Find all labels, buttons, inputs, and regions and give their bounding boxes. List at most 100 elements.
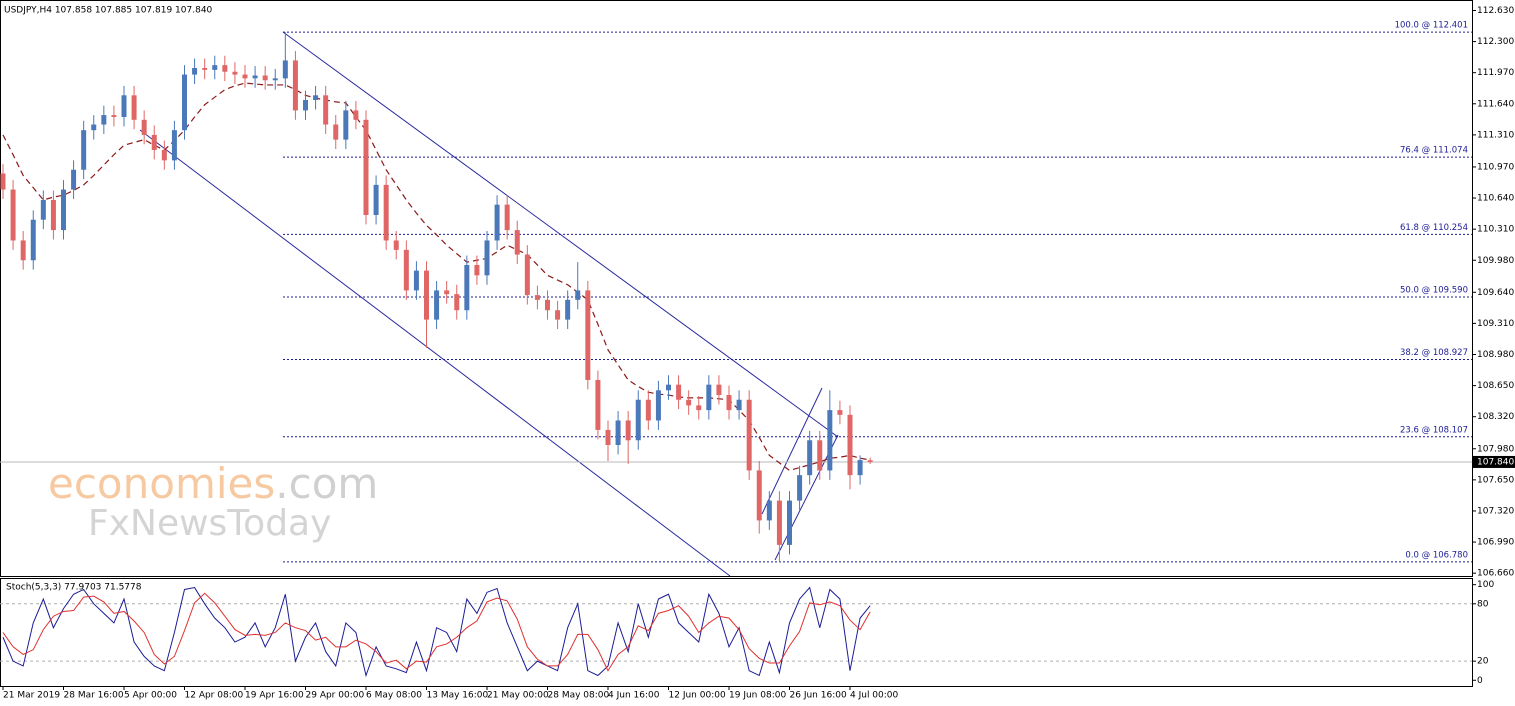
candle-body [797, 475, 803, 501]
candle-body [182, 74, 187, 131]
fib-level-label: 50.0 @ 109.590 [1400, 286, 1468, 296]
candle-body [686, 399, 692, 406]
stoch-y-tick-label: 0 [1477, 676, 1483, 686]
fib-level-label: 100.0 @ 112.401 [1395, 21, 1468, 31]
watermark-sub: FxNewsToday [88, 503, 331, 544]
candle-body [726, 395, 732, 411]
candle-body [81, 130, 87, 170]
x-tick-label: 19 Jun 08:00 [729, 691, 786, 701]
y-tick-label: 110.970 [1477, 162, 1514, 172]
candle-body [10, 189, 16, 241]
y-tick-label: 106.660 [1477, 569, 1514, 579]
y-tick-label: 108.980 [1477, 350, 1514, 360]
candle-body [736, 399, 742, 411]
candle-body [192, 67, 198, 75]
x-tick-label: 26 Jun 16:00 [790, 691, 847, 701]
x-tick-label: 28 May 08:00 [548, 691, 610, 701]
candle-body [746, 399, 752, 471]
candle-body [50, 199, 56, 231]
stoch-y-tick-label: 100 [1477, 580, 1494, 590]
x-tick-label: 21 Mar 2019 [3, 691, 60, 701]
candle-body [484, 240, 490, 276]
candle-body [444, 290, 450, 295]
candle-body [807, 440, 813, 476]
candle-body [262, 75, 268, 81]
last-price-label: 107.840 [1477, 457, 1514, 467]
candle-body [151, 134, 157, 150]
watermark-brand: economies.com [48, 459, 378, 508]
stoch-line [2, 592, 871, 672]
candle-body [575, 290, 581, 300]
x-tick-label: 4 Jun 16:00 [608, 691, 660, 701]
candle-body [20, 240, 26, 261]
candle-body [343, 110, 349, 140]
candle-body [292, 60, 298, 111]
candle-body [363, 119, 369, 216]
moving-average [2, 82, 871, 472]
y-tick-label: 110.640 [1477, 194, 1514, 204]
candle-body [524, 254, 530, 296]
candle-body [202, 67, 208, 70]
candle-body [645, 399, 651, 421]
candle-body [121, 95, 127, 117]
candle-body [474, 264, 480, 276]
candle-body [333, 124, 339, 140]
candle-body [514, 230, 520, 255]
candle-body [71, 169, 77, 190]
candle-body [353, 110, 359, 120]
y-tick-label: 106.990 [1477, 538, 1514, 548]
fib-level-label: 23.6 @ 108.107 [1400, 425, 1468, 435]
x-tick-label: 4 Jul 00:00 [850, 691, 899, 701]
candle-body [696, 405, 702, 411]
x-tick-label: 29 Apr 00:00 [306, 691, 365, 701]
small-channel-left [761, 387, 823, 515]
candle-body [161, 149, 167, 161]
candle-body [313, 95, 319, 101]
x-tick-label: 19 Apr 16:00 [245, 691, 304, 701]
y-tick-label: 112.300 [1477, 37, 1514, 47]
y-tick-label: 111.970 [1477, 68, 1514, 78]
candle-body [787, 500, 792, 545]
candle-body [383, 184, 389, 241]
candle-body [403, 249, 409, 291]
y-tick-label: 107.980 [1477, 444, 1514, 454]
y-tick-label: 111.310 [1477, 130, 1514, 140]
candle-body [534, 295, 540, 300]
candle-body [323, 95, 329, 125]
y-tick-label: 109.310 [1477, 319, 1514, 329]
candle-body [424, 270, 429, 320]
y-tick-label: 110.310 [1477, 225, 1514, 235]
candle-body [867, 460, 873, 462]
candle-body [242, 74, 248, 79]
y-tick-label: 108.650 [1477, 381, 1514, 391]
y-tick-label: 109.640 [1477, 288, 1514, 298]
watermark-domain: .com [275, 459, 378, 508]
candle-body [827, 410, 833, 471]
candle-body [393, 240, 399, 250]
candle-body [222, 65, 228, 72]
stoch-title: Stoch(5,3,3) 77.9703 71.5778 [6, 583, 142, 593]
stoch-frame [0, 578, 1473, 687]
stoch-y-tick-label: 20 [1477, 657, 1489, 667]
x-tick-label: 6 May 08:00 [366, 691, 422, 701]
candle-body [101, 115, 107, 125]
candle-body [454, 294, 460, 311]
candle-body [504, 204, 510, 231]
candle-body [413, 270, 419, 291]
fib-level-label: 76.4 @ 111.074 [1400, 146, 1468, 156]
x-tick-label: 12 Jun 00:00 [669, 691, 726, 701]
candle-body [655, 390, 661, 421]
y-tick-label: 108.320 [1477, 412, 1514, 422]
watermark: economies.com FxNewsToday [48, 459, 378, 545]
y-tick-label: 111.640 [1477, 99, 1514, 109]
candle-body [605, 429, 611, 445]
watermark-brand-text: economies [48, 459, 275, 508]
x-tick-label: 5 Apr 00:00 [124, 691, 177, 701]
candle-body [30, 219, 36, 261]
y-tick-label: 112.630 [1477, 6, 1514, 16]
y-tick-label: 107.320 [1477, 506, 1514, 516]
y-tick-label: 107.650 [1477, 475, 1514, 485]
fib-level-label: 0.0 @ 106.780 [1405, 550, 1468, 560]
